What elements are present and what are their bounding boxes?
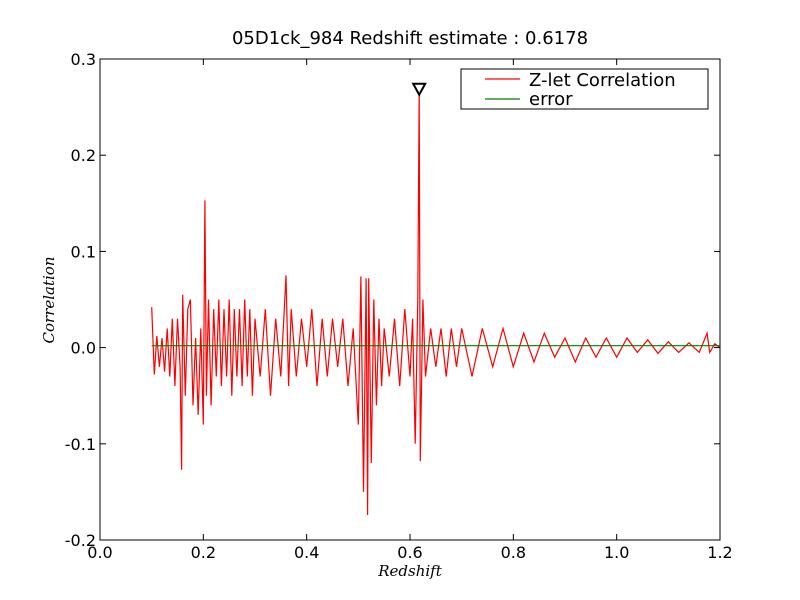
axes-frame [99, 58, 721, 541]
marker-layer [411, 82, 427, 97]
x-tick-label: 0.2 [191, 543, 216, 562]
x-tick-label: 1.2 [707, 543, 732, 562]
legend-box [460, 68, 709, 110]
x-tick-label: 0.4 [294, 543, 319, 562]
y-tick-label: 0.2 [71, 146, 96, 165]
y-tick-label: 0.1 [71, 242, 96, 261]
legend: Z-let Correlation error [460, 68, 709, 110]
ticks-layer: 0.0 0.2 0.4 0.6 0.8 1.0 1.2 -0.2 -0.1 0.0 0.1 0.2 0.… [65, 50, 733, 562]
x-tick-label: 0.8 [501, 543, 526, 562]
chart-title: 05D1ck_984 Redshift estimate : 0.6178 [232, 28, 588, 49]
y-axis-label: Correlation [40, 257, 58, 344]
x-tick-label: 1.0 [604, 543, 629, 562]
legend-label-zlet: Z-let Correlation [529, 70, 676, 91]
plot-area: 0.0 0.2 0.4 0.6 0.8 1.0 1.2 -0.2 -0.1 0.0 0.1 0.2 0.… [65, 50, 733, 562]
series-line-zlet-correlation [151, 89, 721, 516]
y-tick-label: -0.1 [65, 435, 96, 454]
x-tick-label: 0.0 [87, 543, 112, 562]
x-axis-label: Redshift [377, 562, 442, 580]
peak-marker [411, 82, 427, 97]
y-tick-label: 0.0 [71, 339, 96, 358]
y-tick-label: 0.3 [71, 50, 96, 69]
legend-label-error: error [529, 89, 573, 110]
y-tick-label: -0.2 [65, 531, 96, 550]
series-layer [151, 89, 721, 516]
x-tick-label: 0.6 [397, 543, 422, 562]
